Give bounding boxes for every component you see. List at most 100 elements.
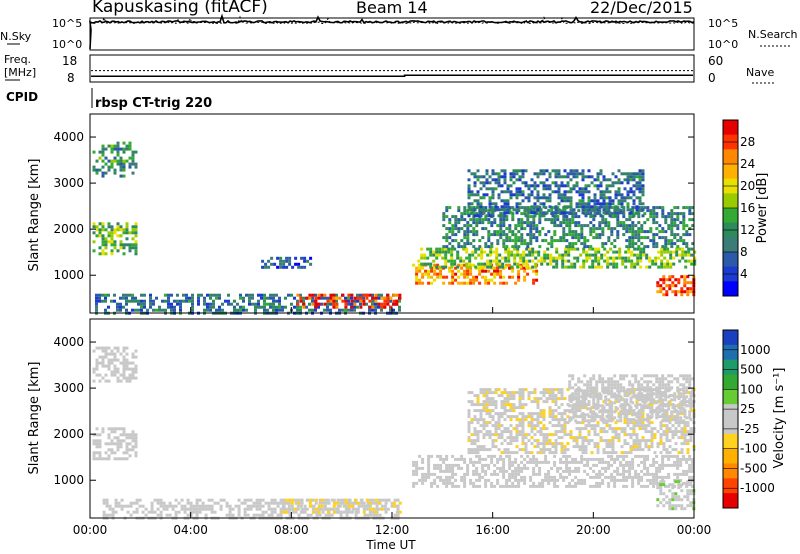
data-cell <box>457 484 461 488</box>
data-cell <box>649 416 653 420</box>
data-cell <box>586 386 590 390</box>
data-cell <box>499 236 503 240</box>
data-cell <box>448 242 452 246</box>
data-cell <box>533 181 537 185</box>
data-cell <box>499 275 503 279</box>
data-cell <box>599 436 603 440</box>
data-cell <box>568 481 572 485</box>
data-cell <box>467 439 471 443</box>
data-cell <box>105 498 109 502</box>
data-cell <box>502 484 506 488</box>
data-cell <box>92 240 96 244</box>
data-cell <box>104 379 108 383</box>
data-cell <box>661 386 665 390</box>
data-cell <box>680 436 684 440</box>
data-cell <box>502 224 506 228</box>
data-cell <box>662 415 666 419</box>
data-cell <box>98 228 102 232</box>
data-cell <box>454 272 458 276</box>
data-cell <box>598 224 602 228</box>
data-cell <box>95 171 99 175</box>
data-cell <box>650 430 654 434</box>
data-cell <box>572 184 576 188</box>
data-cell <box>612 262 616 266</box>
data-cell <box>575 205 579 209</box>
data-cell <box>569 211 573 215</box>
data-cell <box>131 159 135 163</box>
data-cell <box>635 196 639 200</box>
data-cell <box>658 386 662 390</box>
data-cell <box>284 296 287 300</box>
data-cell <box>537 259 541 263</box>
data-cell <box>521 448 525 452</box>
data-cell <box>648 256 652 260</box>
data-cell <box>491 439 495 443</box>
data-cell <box>150 504 154 508</box>
data-cell <box>243 513 247 517</box>
data-cell <box>249 507 253 511</box>
data-cell <box>512 175 516 179</box>
data-cell <box>287 510 291 514</box>
data-cell <box>495 259 499 263</box>
data-cell <box>638 445 642 449</box>
data-cell <box>613 380 617 384</box>
data-cell <box>102 501 106 505</box>
data-cell <box>479 391 483 395</box>
data-cell <box>611 436 615 440</box>
data-cell <box>279 259 283 263</box>
colorbar-tick-label: 16 <box>740 201 755 215</box>
data-cell <box>532 457 536 461</box>
data-cell <box>306 513 310 517</box>
data-cell <box>662 430 666 434</box>
data-cell <box>579 265 583 269</box>
data-cell <box>122 243 126 247</box>
data-cell <box>500 190 504 194</box>
data-cell <box>309 256 313 260</box>
data-cell <box>113 442 117 446</box>
data-cell <box>586 472 590 476</box>
data-cell <box>132 501 136 505</box>
data-cell <box>578 409 582 413</box>
data-cell <box>275 299 278 303</box>
data-cell <box>398 501 402 505</box>
data-cell <box>516 262 520 266</box>
data-cell <box>676 212 680 216</box>
data-cell <box>131 355 135 359</box>
data-cell <box>134 439 138 443</box>
data-cell <box>693 262 697 266</box>
data-cell <box>144 507 148 511</box>
data-cell <box>599 418 603 422</box>
data-cell <box>670 374 674 378</box>
data-cell <box>539 409 543 413</box>
data-cell <box>506 184 510 188</box>
data-cell <box>273 498 277 502</box>
data-cell <box>329 296 333 300</box>
data-cell <box>482 184 486 188</box>
data-cell <box>471 253 475 257</box>
data-cell <box>559 221 563 225</box>
data-cell <box>638 439 642 443</box>
data-cell <box>490 278 494 282</box>
data-cell <box>565 454 569 458</box>
data-cell <box>583 419 587 423</box>
data-cell <box>682 227 686 231</box>
data-cell <box>685 245 689 249</box>
data-cell <box>578 436 582 440</box>
data-cell <box>662 448 666 452</box>
data-cell <box>496 272 500 276</box>
data-cell <box>679 460 683 464</box>
data-cell <box>104 373 108 377</box>
data-cell <box>515 436 519 440</box>
data-cell <box>398 305 401 309</box>
data-cell <box>568 380 572 384</box>
data-cell <box>518 421 522 425</box>
data-cell <box>421 460 425 464</box>
data-cell <box>548 172 552 176</box>
data-cell <box>693 250 697 254</box>
data-cell <box>429 253 433 257</box>
data-cell <box>412 472 416 476</box>
data-cell <box>614 397 618 401</box>
data-cell <box>563 427 567 431</box>
data-cell <box>515 406 519 410</box>
data-cell <box>583 457 587 461</box>
